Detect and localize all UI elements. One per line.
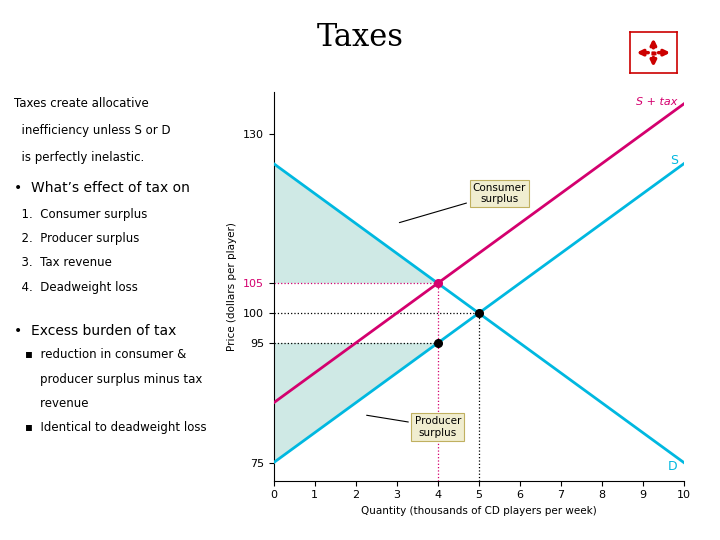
- Polygon shape: [274, 343, 438, 463]
- Text: •  Excess burden of tax: • Excess burden of tax: [14, 324, 177, 338]
- Text: inefficiency unless S or D: inefficiency unless S or D: [14, 124, 171, 137]
- Text: producer surplus minus tax: producer surplus minus tax: [25, 373, 202, 386]
- Text: 4.  Deadweight loss: 4. Deadweight loss: [14, 281, 138, 294]
- Text: S + tax: S + tax: [636, 97, 678, 107]
- Text: ▪  reduction in consumer &: ▪ reduction in consumer &: [25, 348, 186, 361]
- Text: 1.  Consumer surplus: 1. Consumer surplus: [14, 208, 148, 221]
- Text: 2.  Producer surplus: 2. Producer surplus: [14, 232, 140, 245]
- Text: •  What’s effect of tax on: • What’s effect of tax on: [14, 181, 190, 195]
- Polygon shape: [274, 164, 438, 283]
- Text: Taxes: Taxes: [317, 22, 403, 52]
- Text: Producer
surplus: Producer surplus: [366, 415, 461, 437]
- Text: revenue: revenue: [25, 397, 89, 410]
- Text: Taxes create allocative: Taxes create allocative: [14, 97, 149, 110]
- Text: ▪  Identical to deadweight loss: ▪ Identical to deadweight loss: [25, 421, 207, 434]
- Y-axis label: Price (dollars per player): Price (dollars per player): [228, 222, 238, 350]
- Text: 3.  Tax revenue: 3. Tax revenue: [14, 256, 112, 269]
- X-axis label: Quantity (thousands of CD players per week): Quantity (thousands of CD players per we…: [361, 506, 597, 516]
- Text: S: S: [670, 153, 678, 166]
- Text: is perfectly inelastic.: is perfectly inelastic.: [14, 151, 145, 164]
- Text: D: D: [668, 460, 678, 472]
- Text: Consumer
surplus: Consumer surplus: [400, 183, 526, 222]
